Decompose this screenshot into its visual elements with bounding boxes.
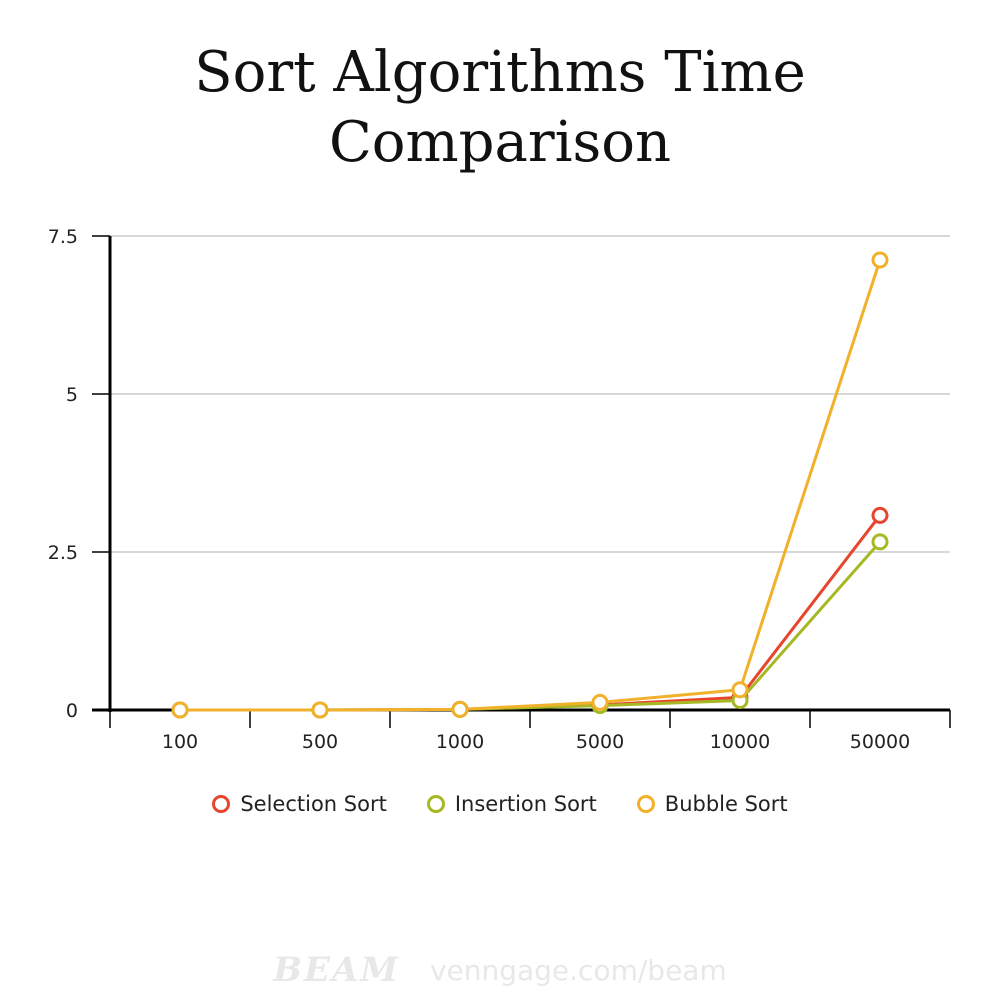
y-tick-label-1: 2.5	[48, 542, 78, 564]
legend-item-insertion-sort[interactable]: Insertion Sort	[427, 792, 597, 816]
x-tick-label-50000: 50000	[850, 731, 910, 753]
legend-marker-bubble-sort	[637, 795, 655, 813]
point-insertion-sort-50000	[873, 535, 887, 549]
point-bubble-sort-500	[313, 703, 327, 717]
point-selection-sort-50000	[873, 508, 887, 522]
legend-item-bubble-sort[interactable]: Bubble Sort	[637, 792, 788, 816]
legend-label-insertion-sort: Insertion Sort	[455, 792, 597, 816]
footer-url[interactable]: venngage.com/beam	[430, 954, 727, 987]
x-tick-label-500: 500	[302, 731, 338, 753]
legend-marker-selection-sort	[212, 795, 230, 813]
x-tick-label-1000: 1000	[436, 731, 484, 753]
series-line-insertion-sort	[180, 542, 880, 710]
x-tick-label-5000: 5000	[576, 731, 624, 753]
point-bubble-sort-1000	[453, 702, 467, 716]
legend-item-selection-sort[interactable]: Selection Sort	[212, 792, 387, 816]
y-tick-label-3: 7.5	[48, 226, 78, 248]
y-tick-label-2: 5	[66, 384, 78, 406]
point-bubble-sort-10000	[733, 683, 747, 697]
x-tick-label-10000: 10000	[710, 731, 770, 753]
point-bubble-sort-50000	[873, 253, 887, 267]
legend-label-bubble-sort: Bubble Sort	[665, 792, 788, 816]
y-tick-label-0: 0	[66, 700, 78, 722]
series-line-selection-sort	[180, 515, 880, 710]
footer-watermark: BEAM venngage.com/beam	[0, 950, 1000, 990]
series-line-bubble-sort	[180, 260, 880, 710]
chart-legend: Selection Sort Insertion Sort Bubble Sor…	[0, 792, 1000, 816]
point-bubble-sort-5000	[593, 695, 607, 709]
point-bubble-sort-100	[173, 703, 187, 717]
x-tick-label-100: 100	[162, 731, 198, 753]
legend-marker-insertion-sort	[427, 795, 445, 813]
legend-label-selection-sort: Selection Sort	[240, 792, 387, 816]
beam-logo: BEAM	[273, 950, 400, 990]
